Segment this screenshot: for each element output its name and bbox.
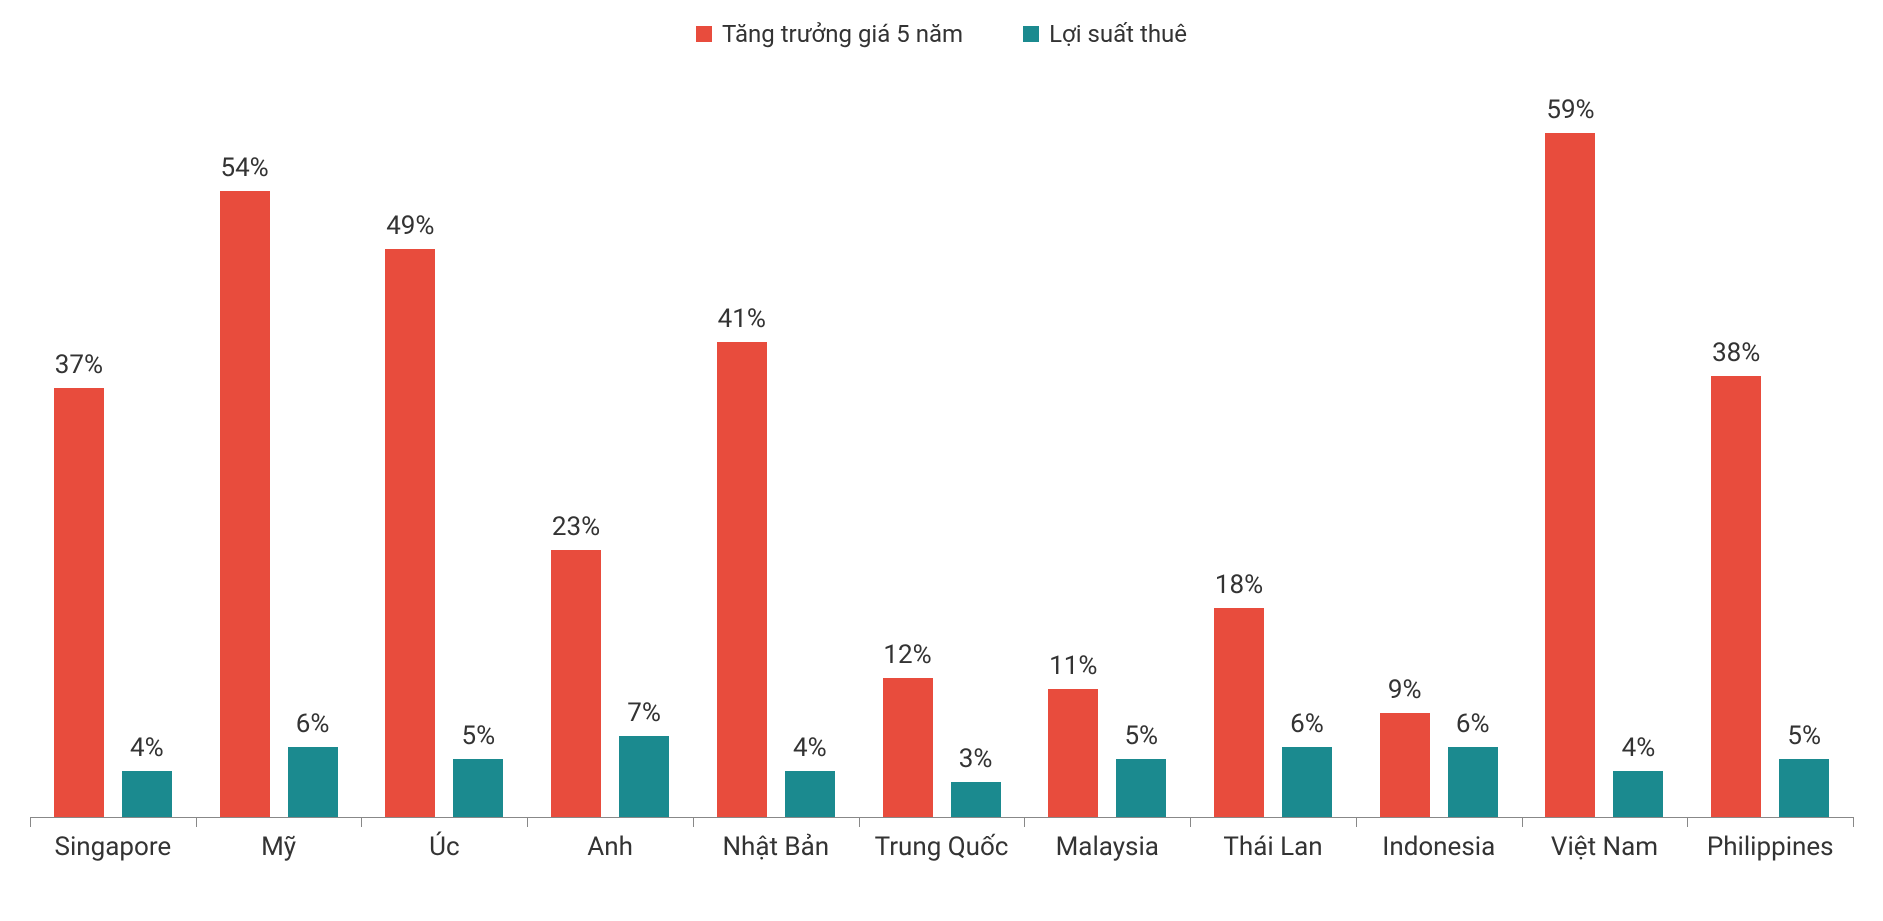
x-axis-label: Anh bbox=[527, 818, 693, 858]
x-axis-label: Mỹ bbox=[196, 818, 362, 858]
bar-value-label: 11% bbox=[1049, 651, 1097, 681]
x-axis-label: Việt Nam bbox=[1522, 818, 1688, 858]
bar-group: 41% 4% bbox=[693, 98, 859, 817]
bar-yield: 5% bbox=[1779, 759, 1829, 817]
bar-growth: 12% bbox=[883, 678, 933, 817]
x-axis-label: Philippines bbox=[1687, 818, 1853, 858]
bar-group: 37% 4% bbox=[30, 98, 196, 817]
chart-legend: Tăng trưởng giá 5 năm Lợi suất thuê bbox=[0, 0, 1883, 58]
bar-value-label: 3% bbox=[959, 744, 993, 774]
x-axis: SingaporeMỹÚcAnhNhật BảnTrung QuốcMalays… bbox=[30, 818, 1853, 858]
x-axis-tick bbox=[1356, 817, 1357, 827]
bar-value-label: 37% bbox=[55, 350, 103, 380]
bar-group: 9% 6% bbox=[1356, 98, 1522, 817]
bar-group: 23% 7% bbox=[527, 98, 693, 817]
bar-growth: 37% bbox=[54, 388, 104, 817]
x-axis-label: Trung Quốc bbox=[859, 818, 1025, 858]
bar-value-label: 7% bbox=[627, 698, 661, 728]
bar-value-label: 6% bbox=[1290, 709, 1324, 739]
bar-value-label: 4% bbox=[793, 733, 827, 763]
bar-growth: 59% bbox=[1545, 133, 1595, 817]
bar-yield: 7% bbox=[619, 736, 669, 817]
bar-group: 54% 6% bbox=[196, 98, 362, 817]
bar-value-label: 6% bbox=[1456, 709, 1490, 739]
bar-growth: 18% bbox=[1214, 608, 1264, 817]
bar-value-label: 5% bbox=[462, 721, 496, 751]
legend-label-growth: Tăng trưởng giá 5 năm bbox=[722, 20, 963, 48]
x-axis-tick bbox=[1687, 817, 1688, 827]
bar-yield: 6% bbox=[1282, 747, 1332, 817]
x-axis-tick bbox=[1024, 817, 1025, 827]
x-axis-tick bbox=[361, 817, 362, 827]
bar-group: 49% 5% bbox=[361, 98, 527, 817]
bar-growth: 23% bbox=[551, 550, 601, 817]
bar-value-label: 4% bbox=[130, 733, 164, 763]
bar-value-label: 5% bbox=[1787, 721, 1821, 751]
bar-yield: 4% bbox=[122, 771, 172, 817]
bar-growth: 9% bbox=[1380, 713, 1430, 817]
bar-group: 18% 6% bbox=[1190, 98, 1356, 817]
bar-group: 12% 3% bbox=[859, 98, 1025, 817]
bar-yield: 4% bbox=[785, 771, 835, 817]
bar-value-label: 12% bbox=[883, 640, 931, 670]
bar-value-label: 5% bbox=[1124, 721, 1158, 751]
bar-yield: 6% bbox=[1448, 747, 1498, 817]
bar-yield: 6% bbox=[288, 747, 338, 817]
bar-group: 38% 5% bbox=[1687, 98, 1853, 817]
x-axis-label: Thái Lan bbox=[1190, 818, 1356, 858]
legend-item-yield: Lợi suất thuê bbox=[1023, 20, 1187, 48]
x-axis-label: Malaysia bbox=[1024, 818, 1190, 858]
x-axis-tick bbox=[30, 817, 31, 827]
bar-group: 59% 4% bbox=[1522, 98, 1688, 817]
x-axis-label: Singapore bbox=[30, 818, 196, 858]
bar-value-label: 38% bbox=[1712, 338, 1760, 368]
x-axis-tick bbox=[196, 817, 197, 827]
x-axis-tick bbox=[859, 817, 860, 827]
bar-growth: 54% bbox=[220, 191, 270, 817]
bar-yield: 4% bbox=[1613, 771, 1663, 817]
bar-value-label: 59% bbox=[1546, 95, 1594, 125]
x-axis-tick bbox=[1853, 817, 1854, 827]
bar-value-label: 54% bbox=[220, 153, 268, 183]
legend-item-growth: Tăng trưởng giá 5 năm bbox=[696, 20, 963, 48]
x-axis-tick bbox=[1522, 817, 1523, 827]
bar-value-label: 23% bbox=[552, 512, 600, 542]
bar-value-label: 9% bbox=[1388, 675, 1422, 705]
bar-group: 11% 5% bbox=[1024, 98, 1190, 817]
bar-growth: 49% bbox=[385, 249, 435, 817]
bar-value-label: 41% bbox=[718, 304, 766, 334]
x-axis-label: Nhật Bản bbox=[693, 818, 859, 858]
bar-growth: 38% bbox=[1711, 376, 1761, 817]
chart-area: 37% 4% 54% 6% 49% 5% 23% 7% 41% 4% 12% 3% 11% 5% 18% 6%… bbox=[30, 98, 1853, 858]
bar-yield: 5% bbox=[453, 759, 503, 817]
legend-swatch-yield bbox=[1023, 26, 1039, 42]
bar-yield: 3% bbox=[951, 782, 1001, 817]
x-axis-label: Úc bbox=[361, 818, 527, 858]
x-axis-tick bbox=[527, 817, 528, 827]
chart-plot: 37% 4% 54% 6% 49% 5% 23% 7% 41% 4% 12% 3% 11% 5% 18% 6%… bbox=[30, 98, 1853, 818]
legend-swatch-growth bbox=[696, 26, 712, 42]
legend-label-yield: Lợi suất thuê bbox=[1049, 20, 1187, 48]
bar-growth: 11% bbox=[1048, 689, 1098, 817]
x-axis-label: Indonesia bbox=[1356, 818, 1522, 858]
bar-yield: 5% bbox=[1116, 759, 1166, 817]
bar-value-label: 6% bbox=[296, 709, 330, 739]
x-axis-tick bbox=[1190, 817, 1191, 827]
x-axis-tick bbox=[693, 817, 694, 827]
bar-value-label: 49% bbox=[386, 211, 434, 241]
bar-growth: 41% bbox=[717, 342, 767, 817]
bar-value-label: 4% bbox=[1622, 733, 1656, 763]
bar-value-label: 18% bbox=[1215, 570, 1263, 600]
